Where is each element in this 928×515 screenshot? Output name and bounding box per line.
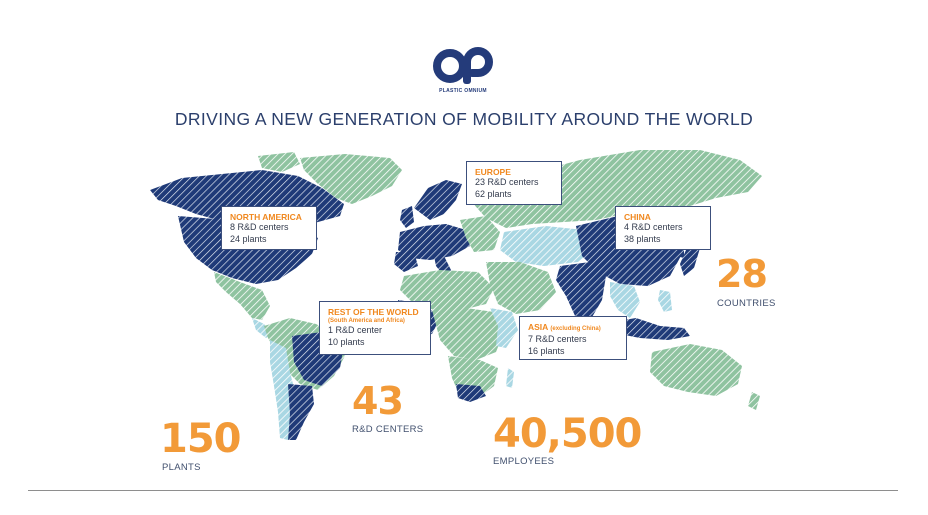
argentina-shape: [288, 384, 314, 440]
arctic-islands-shape: [258, 152, 300, 172]
region-name: EUROPE: [475, 167, 511, 177]
east-africa-shape: [490, 308, 518, 348]
indonesia-shape: [612, 318, 690, 340]
region-name-text: ASIA: [528, 322, 548, 332]
central-asia-shape: [500, 226, 594, 266]
mexico-shape: [214, 272, 270, 320]
region-name: CHINA: [624, 212, 651, 222]
callout-rest-of-world: REST OF THE WORLD (South America and Afr…: [319, 301, 431, 355]
region-plants: 24 plants: [230, 233, 267, 244]
russia-shape: [470, 150, 762, 228]
rd-centers-label: R&D CENTERS: [352, 424, 424, 435]
brand-name: PLASTIC OMNIUM: [439, 88, 487, 94]
new-zealand-shape: [748, 392, 760, 410]
region-plants: 38 plants: [624, 233, 661, 244]
callout-europe: EUROPE 23 R&D centers 62 plants: [466, 161, 562, 205]
australia-shape: [650, 344, 742, 396]
uk-shape: [400, 206, 414, 228]
iberia-shape: [394, 252, 418, 272]
region-rd: 8 R&D centers: [230, 222, 289, 232]
region-rd: 4 R&D centers: [624, 222, 683, 232]
middle-east-shape: [486, 262, 556, 314]
footer-divider: [28, 490, 898, 491]
region-subtitle: (South America and Africa): [328, 318, 405, 324]
scandinavia-shape: [414, 180, 462, 220]
rd-centers-value: 43: [352, 379, 404, 423]
countries-value: 28: [716, 252, 768, 296]
plastic-omnium-logo: PLASTIC OMNIUM: [420, 46, 506, 98]
madagascar-shape: [506, 368, 514, 388]
page-title: DRIVING A NEW GENERATION OF MOBILITY ARO…: [174, 109, 754, 129]
andes-shape: [270, 340, 296, 440]
region-rd: 23 R&D centers: [475, 177, 539, 187]
region-rd: 1 R&D center: [328, 325, 383, 335]
india-shape: [556, 262, 606, 324]
central-africa-shape: [432, 308, 504, 360]
greenland-shape: [300, 154, 402, 204]
region-rd: 7 R&D centers: [528, 334, 587, 344]
callout-china: CHINA 4 R&D centers 38 plants: [615, 206, 711, 250]
region-name: ASIA (excluding China): [528, 322, 618, 334]
callout-asia: ASIA (excluding China) 7 R&D centers 16 …: [519, 316, 627, 360]
region-plants: 62 plants: [475, 188, 512, 199]
eastern-europe-shape: [460, 216, 500, 252]
philippines-shape: [658, 290, 672, 312]
countries-label: COUNTRIES: [717, 298, 776, 309]
op-logo-icon: [433, 47, 493, 84]
region-name: NORTH AMERICA: [230, 212, 302, 222]
southeast-asia-shape: [610, 282, 640, 318]
callout-north-america: NORTH AMERICA 8 R&D centers 24 plants: [221, 206, 317, 250]
south-africa-shape: [456, 384, 486, 402]
plants-label: PLANTS: [162, 462, 201, 473]
region-name: REST OF THE WORLD: [328, 307, 419, 317]
region-plants: 16 plants: [528, 345, 565, 356]
employees-label: EMPLOYEES: [493, 456, 555, 467]
western-europe-shape: [398, 224, 470, 260]
region-subtitle: (excluding China): [550, 326, 601, 332]
north-africa-shape: [400, 270, 494, 310]
employees-value: 40,500: [493, 411, 642, 457]
plants-value: 150: [160, 416, 241, 462]
region-plants: 10 plants: [328, 336, 365, 347]
